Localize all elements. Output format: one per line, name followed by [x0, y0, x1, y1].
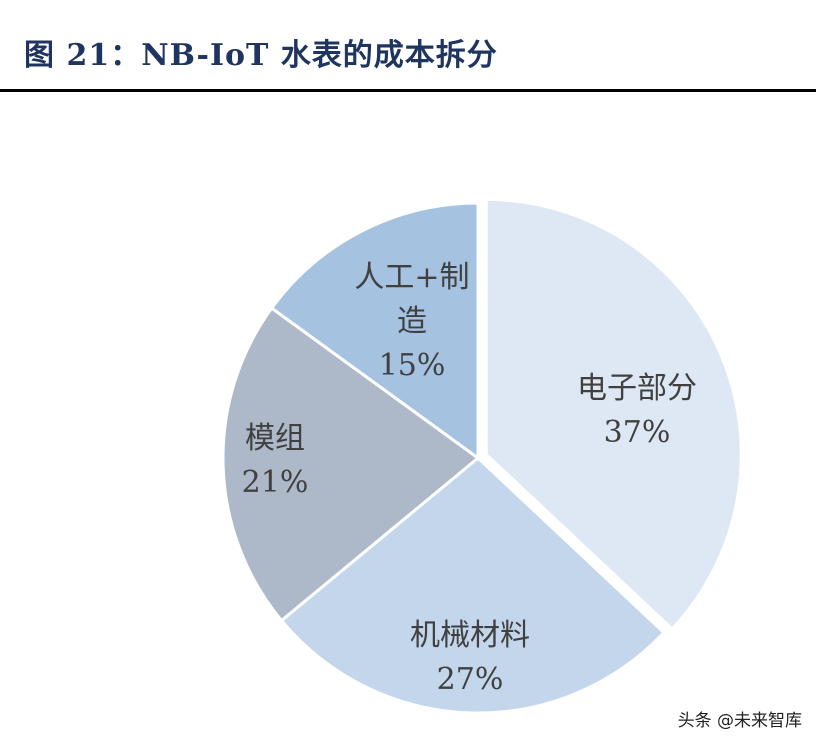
watermark: 头条 @未来智库 — [677, 711, 802, 731]
pie-slice — [279, 456, 667, 715]
pie-slice — [269, 201, 480, 461]
slice-label: 模组 21% — [242, 421, 309, 500]
slice-label: 电子部分 37% — [577, 371, 697, 450]
title-divider — [0, 89, 816, 92]
pie-slice — [484, 197, 743, 632]
slice-label: 人工+制造 15% — [354, 260, 469, 383]
slice-label: 机械材料 27% — [410, 618, 530, 697]
pie-slice — [221, 306, 481, 623]
chart-title: 图 21：NB-IoT 水表的成本拆分 — [24, 38, 498, 73]
